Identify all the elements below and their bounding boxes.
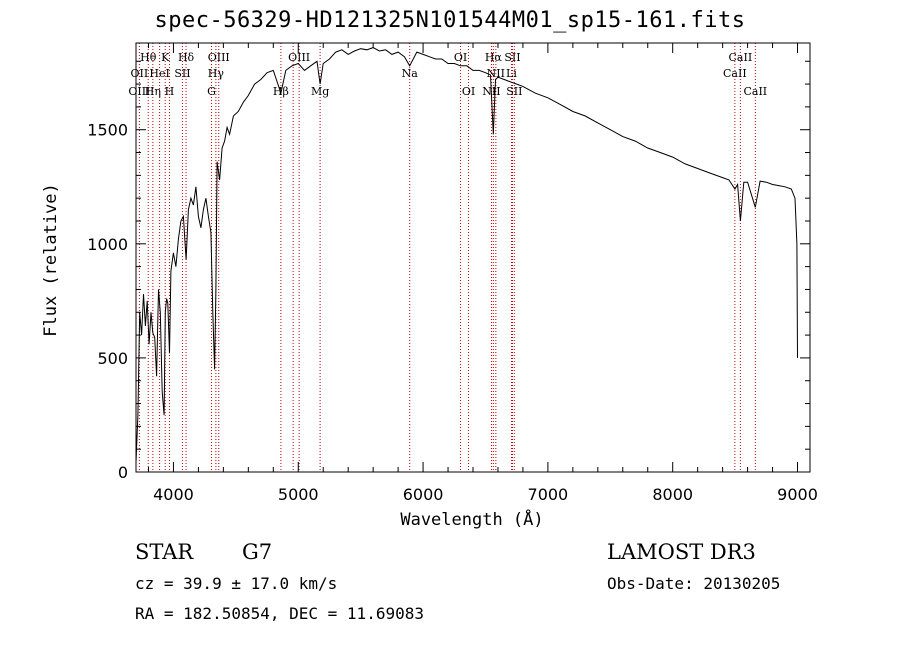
emission-line-markers: [138, 43, 756, 472]
coordinates: RA = 182.50854, DEC = 11.69083: [135, 604, 424, 623]
redshift-cz: cz = 39.9 ± 17.0 km/s: [135, 574, 338, 593]
y-axis-label: Flux (relative): [41, 183, 61, 337]
line-label: CaII: [743, 85, 767, 98]
x-tick-label: 7000: [528, 485, 569, 504]
line-label: NII: [482, 85, 500, 98]
line-label: Hα: [485, 51, 503, 64]
spectrum-series: [135, 47, 798, 463]
line-label: SII: [506, 85, 522, 98]
y-tick-label: 1500: [87, 121, 128, 140]
line-label: OIII: [288, 51, 310, 64]
spectrum-line: [135, 47, 798, 463]
axes: 4000 5000 6000 7000 8000 9000 0 500 1000 1500: [87, 42, 818, 504]
x-tick-label: 9000: [777, 485, 818, 504]
y-tick-label: 500: [97, 349, 128, 368]
line-label: CaII: [723, 67, 747, 80]
object-type: STAR: [135, 540, 194, 564]
line-label: K: [161, 51, 170, 64]
x-axis-label: Wavelength (Å): [400, 510, 544, 530]
line-label: OIII: [128, 85, 150, 98]
line-label: Hδ: [178, 51, 195, 64]
line-label: Hβ: [273, 85, 289, 98]
line-label: Hθ: [140, 51, 157, 64]
line-label: OI: [454, 51, 467, 64]
line-label: NII: [487, 67, 505, 80]
chart-title: spec-56329-HD121325N101544M01_sp15-161.f…: [154, 8, 746, 33]
survey-name: LAMOST DR3: [607, 540, 756, 564]
x-tick-label: 4000: [153, 485, 194, 504]
x-tick-label: 6000: [403, 485, 444, 504]
line-label: HeI: [149, 67, 169, 80]
y-tick-label: 0: [118, 463, 128, 482]
line-label: OIII: [208, 51, 230, 64]
spectral-subclass: G7: [242, 540, 273, 564]
line-label: Li: [506, 67, 517, 80]
line-label: Mg: [311, 85, 329, 98]
obs-date: Obs-Date: 20130205: [607, 574, 781, 593]
line-label: Hη: [145, 85, 161, 98]
x-tick-label: 8000: [652, 485, 693, 504]
line-label: CaII: [729, 51, 753, 64]
plot-frame: [135, 42, 811, 473]
x-tick-label: 5000: [278, 485, 319, 504]
line-label-group: Hθ OII OIII K HeI Hη Hδ SII H OIII Hγ G OIII Hβ Mg Na OI…: [128, 51, 767, 98]
line-label: Hγ: [208, 67, 225, 80]
line-label: SII: [174, 67, 190, 80]
line-label: OII: [131, 67, 149, 80]
line-label: SII: [504, 51, 520, 64]
y-tick-label: 1000: [87, 235, 128, 254]
line-label: Na: [402, 67, 419, 80]
line-label: H: [165, 85, 175, 98]
line-label: G: [207, 85, 216, 98]
line-label: OI: [462, 85, 475, 98]
